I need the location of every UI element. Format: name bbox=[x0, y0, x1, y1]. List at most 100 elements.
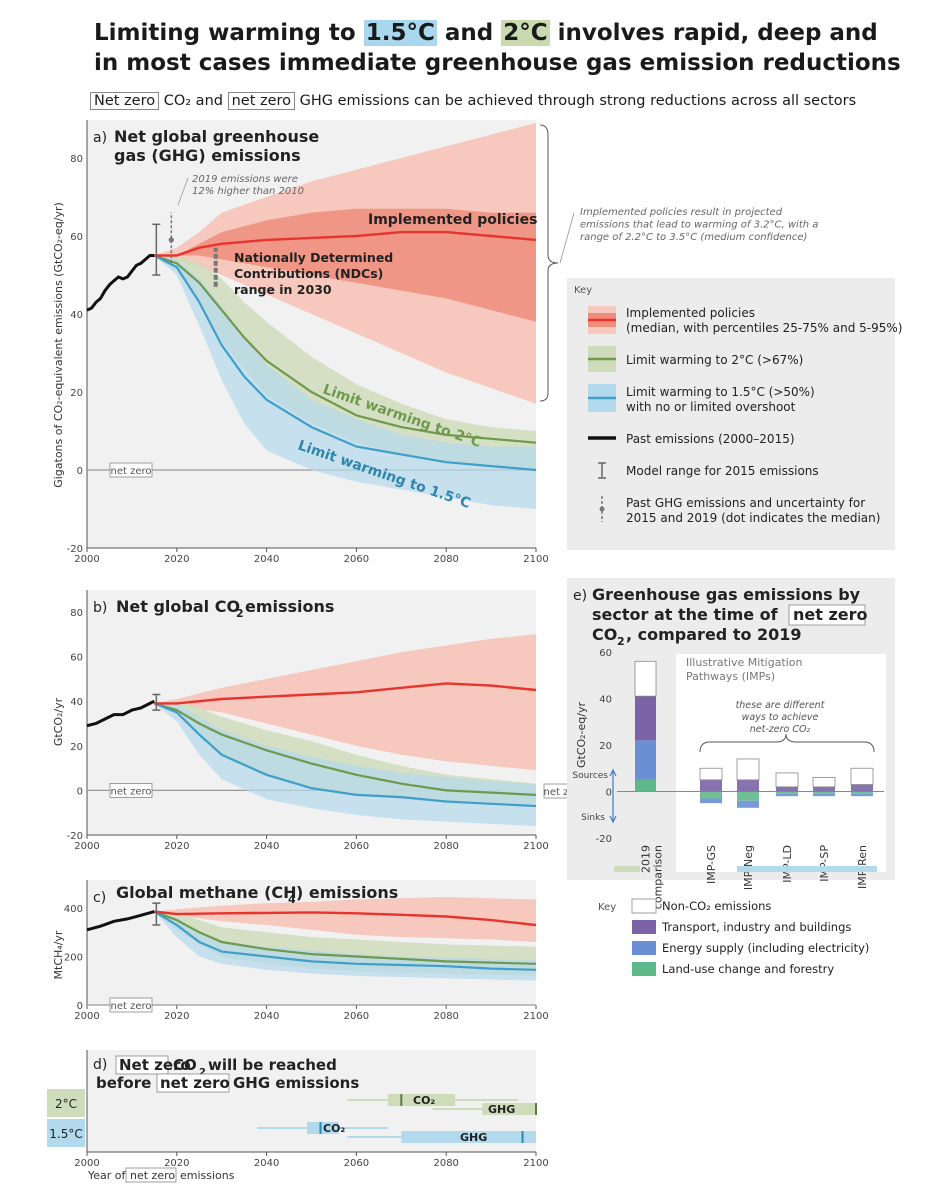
ytick-label-b: 20 bbox=[70, 742, 83, 753]
panel-d-title: Net zero bbox=[119, 1056, 191, 1074]
title-highlight-1p5: 1.5°C bbox=[363, 20, 437, 46]
ytick-label-a: -20 bbox=[67, 544, 83, 555]
e-bar-3 bbox=[776, 791, 798, 794]
e-category-label-1: IMP-GS bbox=[705, 845, 718, 884]
panel-a-title-line: gas (GHG) emissions bbox=[114, 146, 301, 165]
panel-letter-a: a) bbox=[93, 130, 107, 146]
panel-c-title: Global methane (CH bbox=[116, 883, 297, 902]
e-bar-0 bbox=[635, 696, 656, 741]
e-imp-note: ways to achieve bbox=[742, 712, 819, 723]
d-title-box-2 bbox=[156, 1073, 230, 1093]
d-scenario-2c: 2°C bbox=[55, 1097, 77, 1111]
panel-e-title: sector at the time of bbox=[592, 605, 779, 624]
key-a-title: Key bbox=[574, 285, 592, 296]
past-emissions-line-b bbox=[86, 699, 155, 728]
xtick-label-d: 2060 bbox=[344, 1158, 369, 1169]
e-bar-4 bbox=[813, 793, 835, 797]
e-imp-bracket bbox=[699, 733, 875, 753]
ndc-label-line: range in 2030 bbox=[234, 282, 332, 297]
e-bar-4 bbox=[812, 777, 836, 788]
e-title-box bbox=[788, 604, 866, 626]
e-bar-0 bbox=[635, 779, 656, 792]
implemented-band-5-95-c bbox=[154, 897, 537, 942]
e-bar-4 bbox=[813, 786, 835, 792]
e-category-label-0b: comparison bbox=[652, 845, 665, 909]
e-bar-5 bbox=[851, 791, 873, 794]
key-a-item: with no or limited overshoot bbox=[626, 400, 796, 414]
e-imp-note: these are different bbox=[736, 700, 826, 711]
c15-band-b bbox=[154, 703, 537, 827]
xtick-label-c: 2080 bbox=[433, 1011, 458, 1022]
side-annotation-line: emissions that lead to warming of 3.2°C,… bbox=[580, 220, 818, 231]
e-bar-5 bbox=[850, 767, 874, 785]
xtick-label-b: 2040 bbox=[254, 841, 279, 852]
key-a-item: Past emissions (2000–2015) bbox=[626, 432, 795, 446]
side-annotation-pointer bbox=[559, 212, 575, 264]
ytick-label-b: 40 bbox=[70, 697, 83, 708]
ytick-label-b: -20 bbox=[67, 831, 83, 842]
xtick-label-a: 2040 bbox=[254, 554, 279, 565]
d-scenario-1p5-box bbox=[47, 1119, 85, 1147]
ytick-label-a: 0 bbox=[77, 466, 83, 477]
e-bar-3 bbox=[776, 793, 798, 797]
d-row-label: GHG bbox=[488, 1103, 515, 1116]
implemented-band-5-95-b bbox=[154, 634, 537, 771]
c2-band-a bbox=[154, 255, 537, 470]
e-bar-1 bbox=[700, 791, 722, 799]
ytick-label-a: 60 bbox=[70, 232, 83, 243]
c15-median-line-b bbox=[153, 702, 537, 808]
e-bar-4 bbox=[813, 791, 835, 794]
panel-d-title: CO bbox=[173, 1056, 197, 1074]
x-axis-label-d: net zero bbox=[130, 1169, 175, 1182]
xtick-label-b: 2080 bbox=[433, 841, 458, 852]
panel-b-title-sub: 2 bbox=[236, 607, 244, 620]
net-zero-box-c bbox=[109, 997, 153, 1013]
panel-d-title: net zero bbox=[160, 1074, 230, 1092]
panel-a-title-line: Net global greenhouse bbox=[114, 127, 319, 146]
panel-letter-d: d) bbox=[93, 1057, 107, 1073]
panel-b-title: Net global CO bbox=[116, 597, 240, 616]
c15-median-line-c bbox=[153, 910, 537, 971]
panel-letter-e: e) bbox=[573, 588, 587, 604]
d-box-0 bbox=[387, 1094, 456, 1106]
e-bar-1 bbox=[700, 798, 722, 804]
implemented-median-line-b bbox=[154, 682, 537, 705]
xtick-label-c: 2060 bbox=[344, 1011, 369, 1022]
e-bar-5 bbox=[851, 793, 873, 797]
key-e-swatch-2 bbox=[632, 941, 656, 955]
key-a-item: (median, with percentiles 25-75% and 5-9… bbox=[626, 321, 902, 335]
c2-median-line-b bbox=[153, 702, 537, 796]
key-e-item-1: Transport, industry and buildings bbox=[661, 920, 851, 934]
key-e-item-0: Non-CO₂ emissions bbox=[662, 899, 771, 913]
key-a-item: Limit warming to 2°C (>67%) bbox=[626, 353, 803, 367]
implemented-median-line-a bbox=[154, 230, 537, 257]
key-e-item-3: Land-use change and forestry bbox=[662, 962, 834, 976]
d-scenario-1p5: 1.5°C bbox=[49, 1127, 82, 1141]
figure-title: Limiting warming to 1.5°C and 2°C involv… bbox=[94, 20, 901, 76]
implemented-band-25-75-a bbox=[154, 208, 537, 322]
e-imp-area bbox=[676, 654, 886, 872]
key-e-item-2: Energy supply (including electricity) bbox=[662, 941, 869, 955]
key-a-item: Implemented policies bbox=[626, 306, 755, 320]
key-a-item: Past GHG emissions and uncertainty for bbox=[626, 496, 865, 510]
ytick-label-b: 0 bbox=[77, 786, 83, 797]
d-box-1 bbox=[482, 1103, 536, 1115]
net-zero-box-a bbox=[109, 462, 153, 478]
panel-b-title: emissions bbox=[245, 597, 334, 616]
e-bar-3 bbox=[776, 786, 798, 792]
x-axis-label-d-box bbox=[125, 1167, 177, 1183]
e-1p5-marker bbox=[737, 866, 877, 872]
ytick-label-e: 20 bbox=[599, 741, 612, 752]
panel-c-title-sub: 4 bbox=[288, 893, 296, 906]
ytick-label-a: 20 bbox=[70, 388, 83, 399]
past-emissions-line-c bbox=[86, 910, 155, 932]
annotation-2019-pointer bbox=[177, 177, 189, 206]
xtick-label-c: 2020 bbox=[164, 1011, 189, 1022]
xtick-label-d: 2100 bbox=[523, 1158, 548, 1169]
xtick-label-a: 2080 bbox=[433, 554, 458, 565]
e-bar-5 bbox=[851, 784, 873, 792]
panel-e-title: Greenhouse gas emissions by bbox=[592, 585, 861, 604]
xtick-label-d: 2000 bbox=[74, 1158, 99, 1169]
panel-d-title: will be reached bbox=[208, 1056, 337, 1074]
e-bar-2 bbox=[736, 758, 760, 781]
